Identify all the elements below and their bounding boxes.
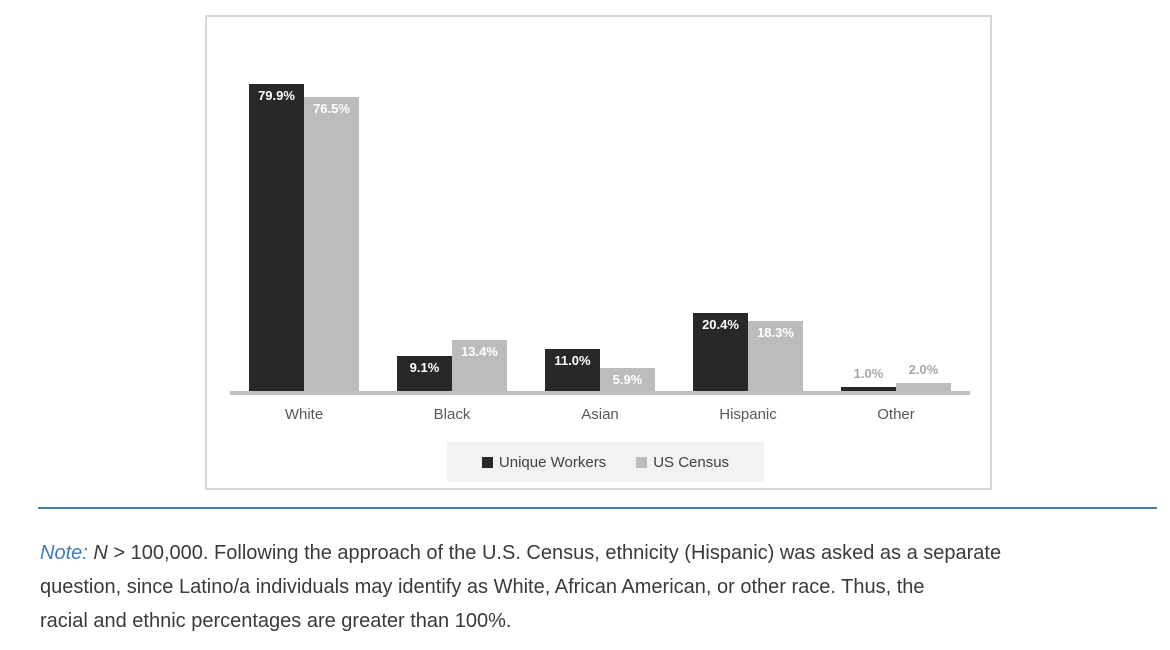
- bar-unique-workers-other: 1.0%: [841, 366, 896, 391]
- bar-group-other: 1.0% 2.0%: [822, 362, 970, 391]
- legend-item-unique-workers: Unique Workers: [481, 453, 607, 471]
- bar-value-label: 5.9%: [612, 372, 643, 387]
- bar-value-label: 13.4%: [461, 344, 498, 359]
- bar-value-label: 18.3%: [757, 325, 794, 340]
- bar-value-label: 79.9%: [258, 88, 295, 103]
- bar-value-label: 20.4%: [702, 317, 739, 332]
- bar-plot: 79.9% 76.5% 9.1% 13.4% 11.0% 5.9% 20.4% 18.3% 1.…: [230, 17, 970, 391]
- bar-group-asian: 11.0% 5.9%: [526, 349, 674, 391]
- legend-swatch-unique-workers: [481, 456, 493, 468]
- bar-us-census-black: 13.4%: [452, 340, 507, 391]
- bar-us-census-white: 76.5%: [304, 97, 359, 391]
- legend-label-unique-workers: Unique Workers: [498, 453, 607, 471]
- bar-group-black: 9.1% 13.4%: [378, 340, 526, 391]
- note-line-1-text: > 100,000. Following the approach of the…: [107, 542, 1002, 564]
- bar-value-label: 76.5%: [313, 101, 350, 116]
- bar-value-label: 2.0%: [908, 362, 939, 377]
- x-axis-label-other: Other: [877, 406, 915, 423]
- note-line-3: racial and ethnic percentages are greate…: [40, 610, 512, 632]
- legend: Unique Workers US Census: [447, 442, 764, 482]
- chart-panel: 79.9% 76.5% 9.1% 13.4% 11.0% 5.9% 20.4% 18.3% 1.…: [205, 15, 992, 490]
- bar-unique-workers-hispanic: 20.4%: [693, 313, 748, 391]
- note-n-variable: N: [93, 542, 108, 564]
- bar-value-label: 9.1%: [409, 360, 440, 375]
- x-axis-label-hispanic: Hispanic: [719, 406, 777, 423]
- bar-group-hispanic: 20.4% 18.3%: [674, 313, 822, 391]
- legend-swatch-us-census: [636, 456, 648, 468]
- x-axis-line: [230, 391, 970, 395]
- x-axis-label-black: Black: [433, 406, 471, 423]
- bar-us-census-asian: 5.9%: [600, 368, 655, 391]
- bar-us-census-hispanic: 18.3%: [748, 321, 803, 391]
- note-line-1: Note: N > 100,000. Following the approac…: [40, 536, 1155, 570]
- bar-unique-workers-black: 9.1%: [397, 356, 452, 391]
- legend-item-us-census: US Census: [636, 454, 729, 471]
- bar-unique-workers-asian: 11.0%: [545, 349, 600, 391]
- bar-value-label: 11.0%: [554, 353, 591, 368]
- note-prefix: Note:: [40, 542, 88, 564]
- bar-group-white: 79.9% 76.5%: [230, 84, 378, 391]
- divider-line: [38, 507, 1157, 509]
- note-text: Note: N > 100,000. Following the approac…: [40, 536, 1155, 638]
- bar-unique-workers-white: 79.9%: [249, 84, 304, 391]
- x-axis-labels: White Black Asian Hispanic Other: [230, 406, 970, 423]
- bar-value-label: 1.0%: [853, 366, 884, 381]
- x-axis-label-white: White: [284, 406, 324, 423]
- note-line-2: question, since Latino/a individuals may…: [40, 576, 925, 598]
- bar-us-census-other: 2.0%: [896, 362, 951, 391]
- legend-label-us-census: US Census: [653, 453, 730, 471]
- x-axis-label-asian: Asian: [581, 406, 619, 423]
